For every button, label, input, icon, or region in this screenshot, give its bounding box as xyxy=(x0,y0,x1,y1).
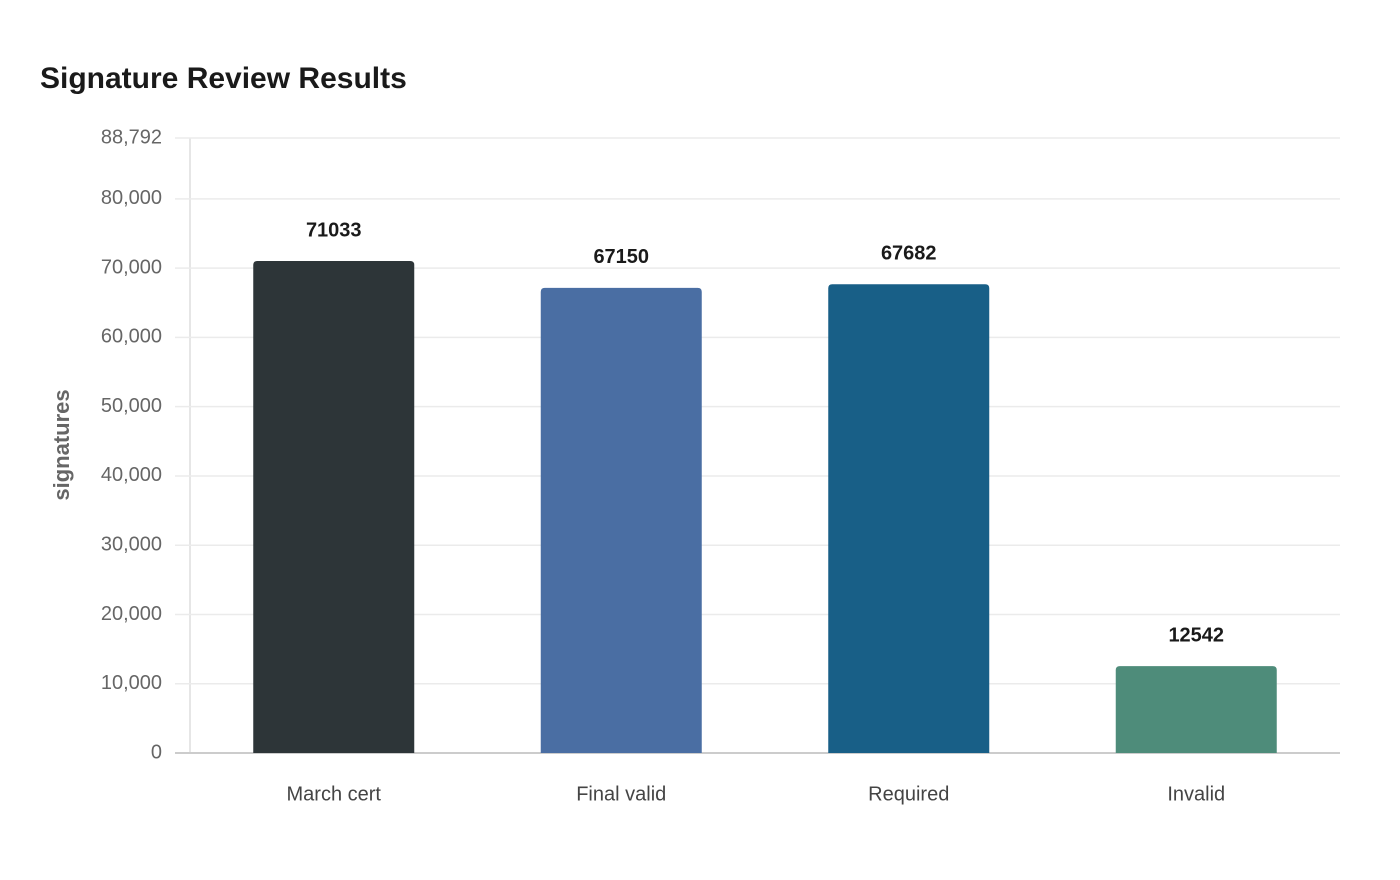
y-tick-label: 30,000 xyxy=(101,533,162,555)
value-label: 12542 xyxy=(1168,624,1224,646)
y-tick-label: 88,792 xyxy=(101,126,162,148)
value-label: 67150 xyxy=(593,246,649,268)
bar xyxy=(540,287,702,753)
value-label: 71033 xyxy=(306,219,362,241)
bar xyxy=(1115,666,1277,753)
x-tick-label: Invalid xyxy=(1167,783,1225,805)
bar xyxy=(828,284,990,753)
y-tick-label: 40,000 xyxy=(101,464,162,486)
x-tick-label: Final valid xyxy=(576,783,666,805)
value-label: 67682 xyxy=(881,242,937,264)
bar xyxy=(253,261,415,753)
x-tick-label: March cert xyxy=(287,783,382,805)
x-tick-label: Required xyxy=(868,783,949,805)
y-tick-label: 60,000 xyxy=(101,326,162,348)
y-tick-label: 20,000 xyxy=(101,603,162,625)
chart-title: Signature Review Results xyxy=(40,62,407,95)
y-axis-label: signatures xyxy=(49,389,74,500)
y-tick-label: 50,000 xyxy=(101,395,162,417)
y-tick-label: 10,000 xyxy=(101,672,162,694)
y-tick-label: 80,000 xyxy=(101,187,162,209)
y-tick-label: 70,000 xyxy=(101,256,162,278)
y-tick-label: 0 xyxy=(151,741,162,763)
